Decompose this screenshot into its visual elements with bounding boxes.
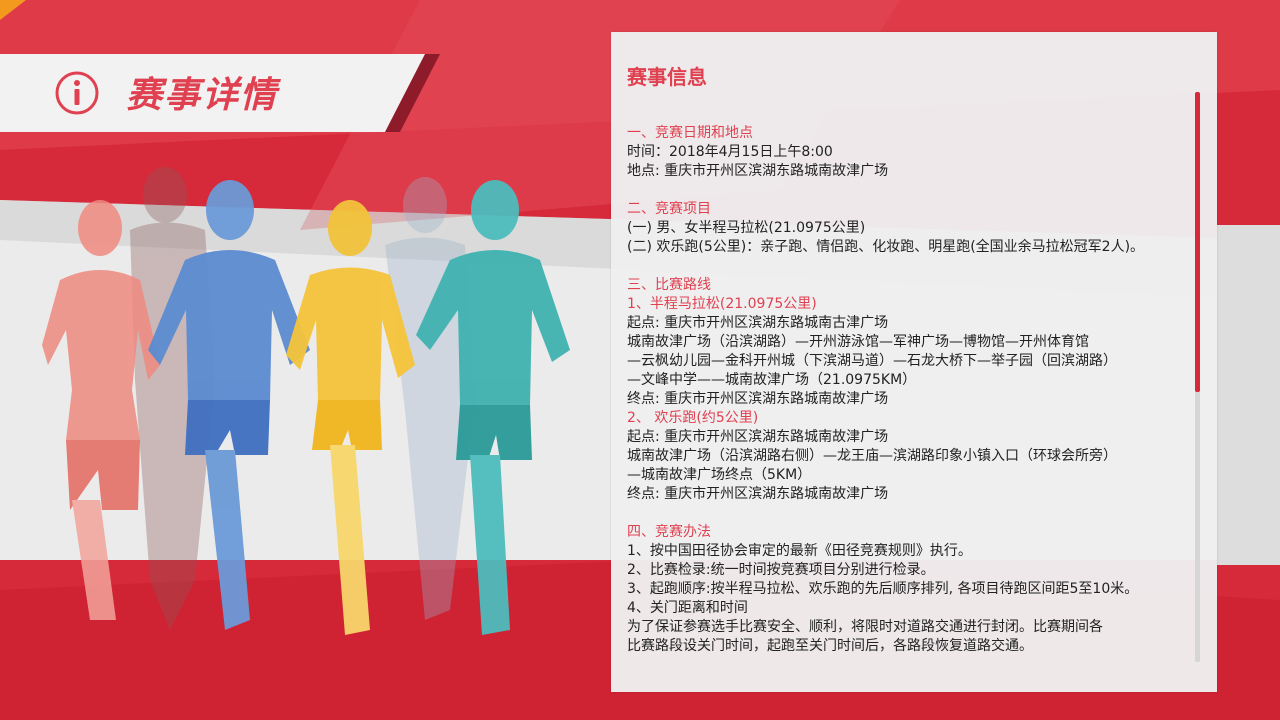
- text-line: —城南故津广场终点（5KM）: [627, 467, 812, 483]
- text-line: (一) 男、女半程马拉松(21.0975公里): [627, 220, 866, 236]
- text-line: 3、起跑顺序:按半程马拉松、欢乐跑的先后顺序排列, 各项目待跑区间距5至10米。: [627, 581, 1139, 597]
- section-title: 二、竞赛项目: [627, 201, 711, 217]
- section-title: 四、竞赛办法: [627, 524, 711, 540]
- page-title: 赛事详情: [126, 75, 279, 116]
- runners-illustration: [42, 167, 570, 635]
- text-line: 地点: 重庆市开州区滨湖东路城南故津广场: [627, 163, 889, 179]
- text-line: 起点: 重庆市开州区滨湖东路城南古津广场: [627, 315, 889, 331]
- text-line: 终点: 重庆市开州区滨湖东路城南故津广场: [627, 486, 889, 502]
- text-line: —文峰中学——城南故津广场（21.0975KM）: [627, 372, 917, 388]
- text-line: 城南故津广场（沿滨湖路右侧）—龙王庙—滨湖路印象小镇入口（环球会所旁）: [627, 448, 1117, 464]
- text-line: 2、比赛检录:统一时间按竞赛项目分别进行检录。: [627, 562, 935, 578]
- scrollbar-thumb[interactable]: [1195, 92, 1200, 392]
- subsection-title: 2、 欢乐跑(约5公里): [627, 410, 759, 426]
- text-line: —云枫幼儿园—金科开州城（下滨湖马道）—石龙大桥下—举子园（回滨湖路）: [627, 353, 1117, 369]
- runner-yellow: [286, 200, 415, 635]
- text-line: 4、关门距离和时间: [627, 600, 748, 616]
- section-title: 三、比赛路线: [627, 277, 711, 293]
- text-line: 时间：2018年4月15日上午8:00: [627, 144, 833, 160]
- event-info-panel: 赛事信息 一、竞赛日期和地点 时间：2018年4月15日上午8:00 地点: 重…: [611, 32, 1217, 692]
- info-icon: [55, 71, 99, 115]
- text-line: 比赛路段设关门时间，起跑至关门时间后，各路段恢复道路交通。: [627, 638, 1033, 654]
- section-title: 一、竞赛日期和地点: [627, 125, 753, 141]
- title-banner: [0, 54, 440, 132]
- runner-coral: [42, 200, 160, 620]
- text-line: 1、按中国田径协会审定的最新《田径竞赛规则》执行。: [627, 543, 972, 559]
- panel-heading: 赛事信息: [627, 65, 707, 89]
- text-line: 城南故津广场（沿滨湖路）—开州游泳馆—军神广场—博物馆—开州体育馆: [627, 334, 1089, 350]
- runner-teal: [416, 180, 570, 635]
- panel-scrollbar[interactable]: [1195, 92, 1200, 662]
- runner-blue: [148, 180, 310, 630]
- subsection-title: 1、半程马拉松(21.0975公里): [627, 296, 817, 312]
- text-line: (二) 欢乐跑(5公里)：亲子跑、情侣跑、化妆跑、明星跑(全国业余马拉松冠军2人…: [627, 239, 1145, 255]
- text-line: 为了保证参赛选手比赛安全、顺利，将限时对道路交通进行封闭。比赛期间各: [627, 619, 1103, 635]
- text-line: 终点: 重庆市开州区滨湖东路城南故津广场: [627, 391, 889, 407]
- text-line: 起点: 重庆市开州区滨湖东路城南故津广场: [627, 429, 889, 445]
